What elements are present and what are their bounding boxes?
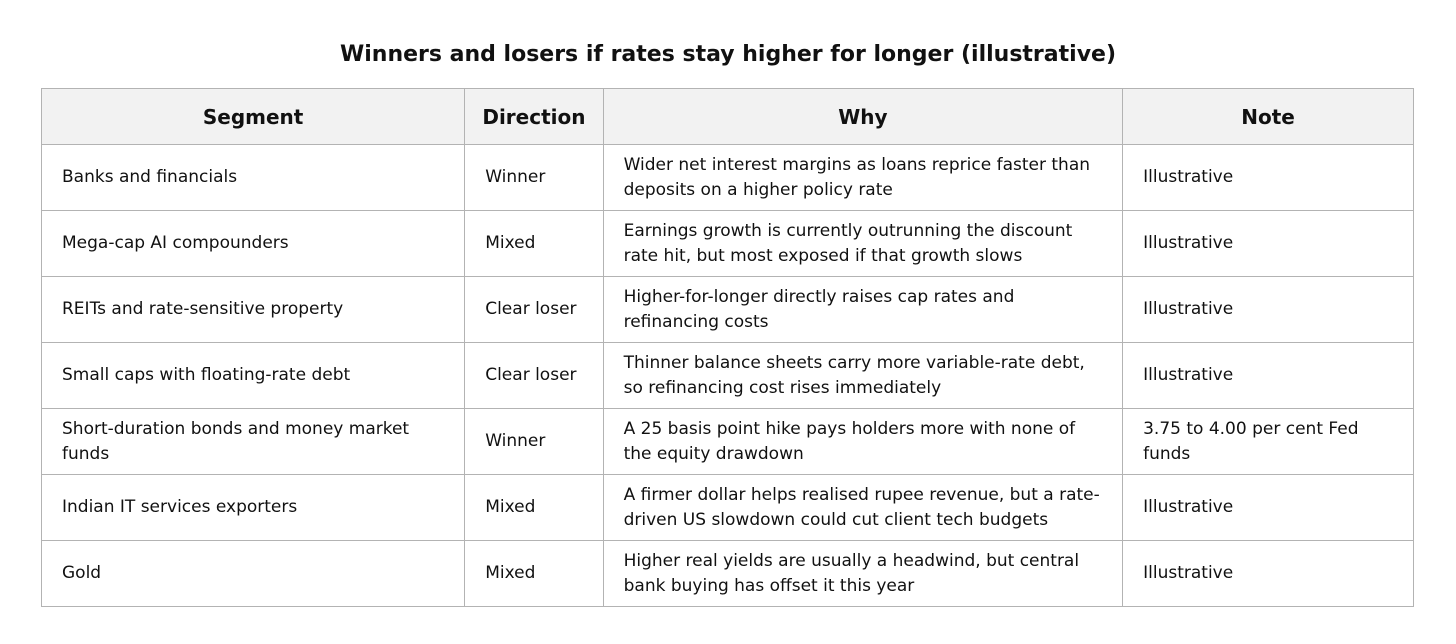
cell-note: Illustrative <box>1122 276 1414 343</box>
cell-direction: Clear loser <box>464 276 604 343</box>
cell-segment: Mega-cap AI compounders <box>40 210 466 277</box>
cell-direction: Winner <box>464 408 604 475</box>
cell-direction: Winner <box>464 144 604 211</box>
cell-segment: Small caps with floating-rate debt <box>40 342 466 409</box>
cell-direction: Mixed <box>464 540 604 607</box>
cell-direction: Mixed <box>464 210 604 277</box>
table-row: Short-duration bonds and money market fu… <box>40 408 1414 475</box>
header-segment: Segment <box>40 88 466 145</box>
cell-why: Higher real yields are usually a headwin… <box>602 540 1124 607</box>
cell-note: Illustrative <box>1122 210 1414 277</box>
cell-why: Higher-for-longer directly raises cap ra… <box>602 276 1124 343</box>
cell-note: Illustrative <box>1122 474 1414 541</box>
header-direction: Direction <box>464 88 604 145</box>
cell-note: Illustrative <box>1122 144 1414 211</box>
cell-direction: Clear loser <box>464 342 604 409</box>
cell-note: 3.75 to 4.00 per cent Fed funds <box>1122 408 1414 475</box>
cell-segment: Indian IT services exporters <box>40 474 466 541</box>
cell-segment: REITs and rate-sensitive property <box>40 276 466 343</box>
cell-why: Thinner balance sheets carry more variab… <box>602 342 1124 409</box>
cell-why: Wider net interest margins as loans repr… <box>602 144 1124 211</box>
table-header-row: Segment Direction Why Note <box>40 88 1414 145</box>
table-row: Indian IT services exporters Mixed A fir… <box>40 474 1414 541</box>
table-row: Mega-cap AI compounders Mixed Earnings g… <box>40 210 1414 277</box>
table-row: Gold Mixed Higher real yields are usuall… <box>40 540 1414 607</box>
cell-why: Earnings growth is currently outrunning … <box>602 210 1124 277</box>
winners-losers-table: Segment Direction Why Note Banks and fin… <box>40 88 1414 607</box>
table-row: Banks and financials Winner Wider net in… <box>40 144 1414 211</box>
header-why: Why <box>602 88 1124 145</box>
cell-why: A 25 basis point hike pays holders more … <box>602 408 1124 475</box>
cell-segment: Gold <box>40 540 466 607</box>
cell-segment: Banks and financials <box>40 144 466 211</box>
table-row: REITs and rate-sensitive property Clear … <box>40 276 1414 343</box>
table-row: Small caps with floating-rate debt Clear… <box>40 342 1414 409</box>
cell-note: Illustrative <box>1122 540 1414 607</box>
cell-why: A firmer dollar helps realised rupee rev… <box>602 474 1124 541</box>
cell-segment: Short-duration bonds and money market fu… <box>40 408 466 475</box>
cell-direction: Mixed <box>464 474 604 541</box>
page-title: Winners and losers if rates stay higher … <box>339 42 1117 67</box>
header-note: Note <box>1122 88 1414 145</box>
cell-note: Illustrative <box>1122 342 1414 409</box>
